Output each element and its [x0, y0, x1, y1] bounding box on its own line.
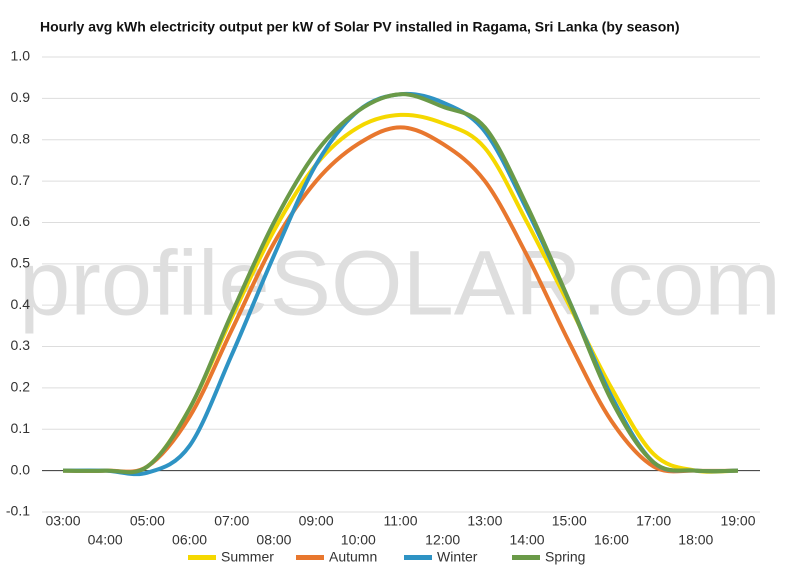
chart-title: Hourly avg kWh electricity output per kW…	[40, 19, 679, 35]
x-tick-label: 08:00	[256, 532, 291, 548]
x-tick-label: 05:00	[130, 513, 165, 529]
legend-label: Autumn	[329, 549, 377, 565]
legend-label: Spring	[545, 549, 585, 565]
x-tick-label: 11:00	[384, 513, 418, 529]
x-tick-label: 16:00	[594, 532, 629, 548]
y-tick-label: 0.6	[11, 213, 31, 229]
y-tick-label: 0.9	[11, 89, 31, 105]
y-tick-label: 0.1	[11, 420, 31, 436]
y-tick-label: 1.0	[11, 48, 31, 64]
x-tick-label: 14:00	[510, 532, 545, 548]
series-line	[62, 92, 739, 475]
y-tick-label: 0.5	[11, 255, 31, 271]
series-line	[62, 125, 739, 474]
x-tick-label: 07:00	[214, 513, 249, 529]
x-tick-label: 10:00	[341, 532, 376, 548]
y-tick-label: 0.2	[11, 379, 31, 395]
x-tick-label: 18:00	[678, 532, 713, 548]
legend-swatch	[296, 555, 324, 560]
legend-swatch	[512, 555, 540, 560]
x-tick-label: 19:00	[720, 513, 755, 529]
x-tick-label: 09:00	[299, 513, 334, 529]
x-tick-label: 06:00	[172, 532, 207, 548]
y-tick-label: 0.4	[11, 296, 31, 312]
legend-swatch	[188, 555, 216, 560]
y-tick-label: 0.3	[11, 337, 31, 353]
y-tick-label: 0.7	[11, 172, 31, 188]
x-tick-label: 15:00	[552, 513, 587, 529]
y-tick-label: 0.0	[11, 461, 31, 477]
x-tick-label: 12:00	[425, 532, 460, 548]
x-tick-label: 17:00	[636, 513, 671, 529]
y-tick-label: 0.8	[11, 130, 31, 146]
legend-label: Winter	[437, 549, 478, 565]
y-tick-label: -0.1	[6, 503, 30, 519]
x-tick-label: 13:00	[467, 513, 502, 529]
legend-label: Summer	[221, 549, 274, 565]
watermark: profileSOLAR.com	[19, 232, 781, 334]
x-tick-label: 04:00	[88, 532, 123, 548]
x-tick-label: 03:00	[45, 513, 80, 529]
legend-swatch	[404, 555, 432, 560]
